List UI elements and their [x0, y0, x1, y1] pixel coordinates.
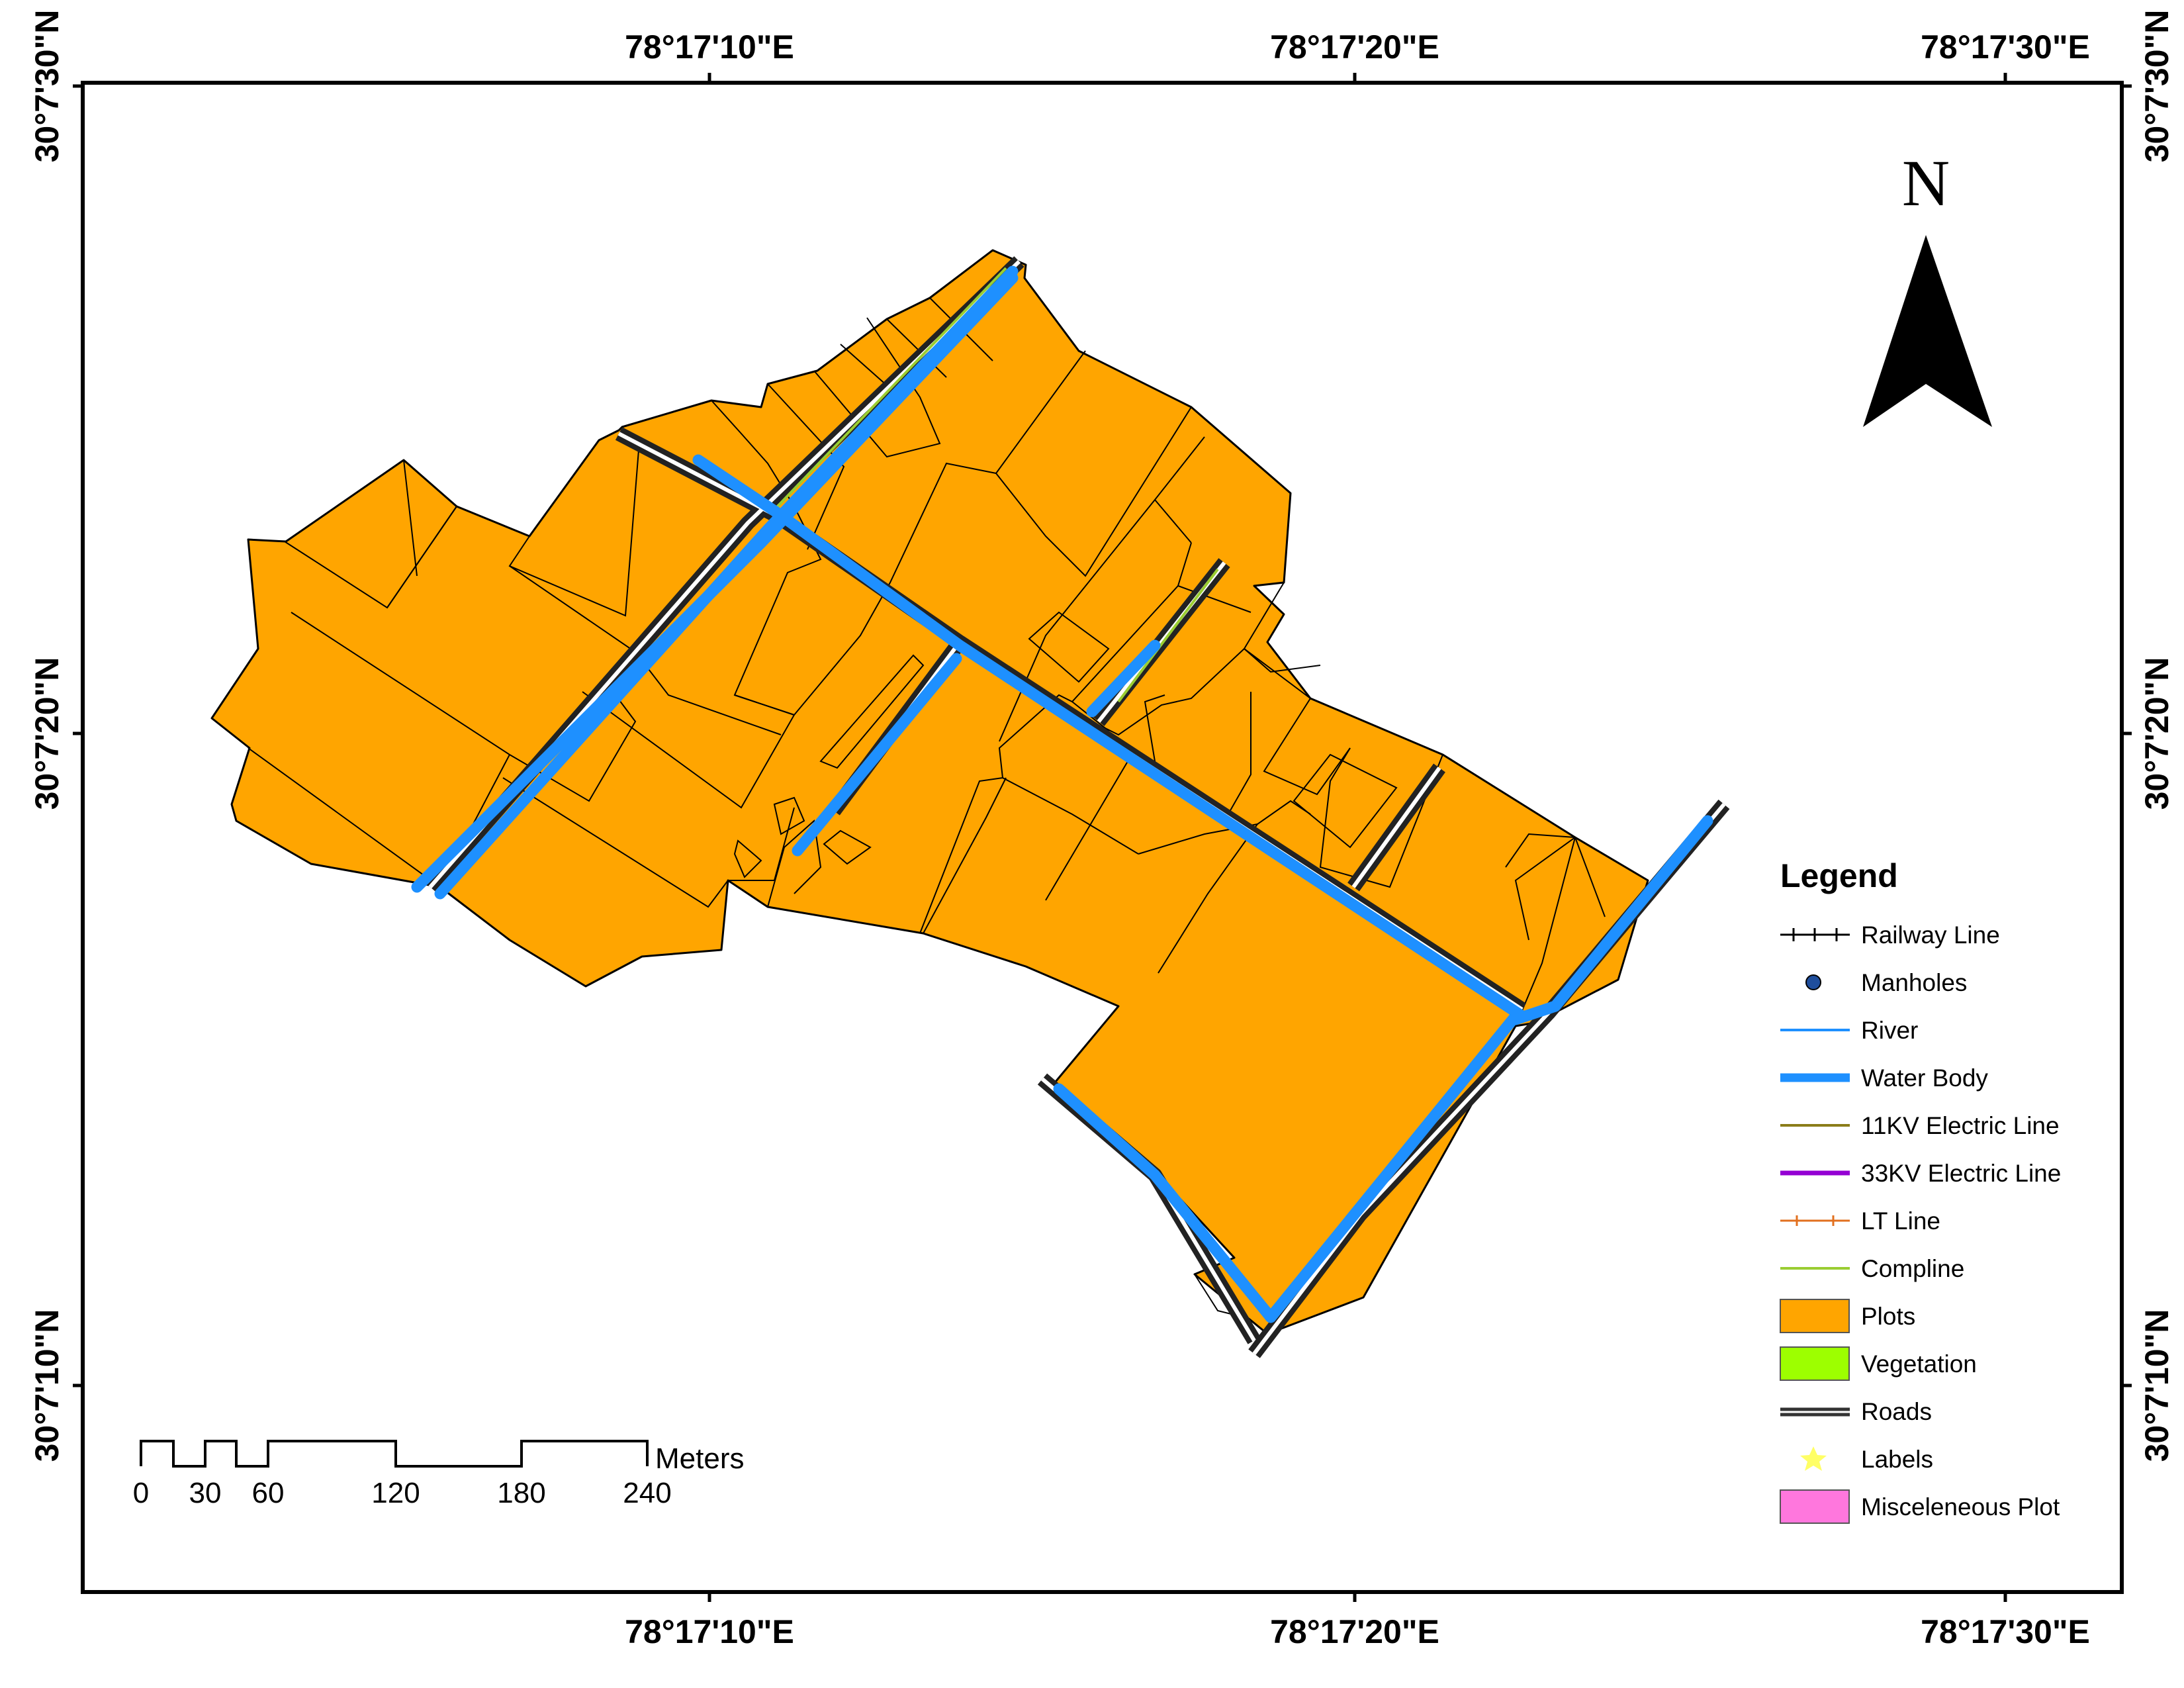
legend-label-11kv: 11KV Electric Line — [1861, 1112, 2060, 1139]
coord-bottom-3: 78°17'30"E — [1921, 1613, 2090, 1650]
scale-tick-30: 30 — [189, 1477, 222, 1509]
coord-right-3: 30°7'10"N — [2138, 1309, 2175, 1462]
legend-item-33kv: 33KV Electric Line — [1780, 1160, 2061, 1187]
vegetation-icon — [1780, 1346, 1850, 1381]
coord-top-1: 78°17'10"E — [625, 28, 794, 66]
scale-unit: Meters — [655, 1442, 744, 1475]
north-arrow: N — [1863, 146, 1992, 427]
scale-tick-180: 180 — [497, 1477, 545, 1509]
legend-label-water-body: Water Body — [1861, 1064, 1988, 1092]
legend-item-lt-line: LT Line — [1780, 1207, 1940, 1235]
railway-line-icon — [1780, 928, 1850, 941]
lt-line-icon — [1780, 1215, 1850, 1226]
star-icon — [1800, 1446, 1827, 1471]
legend-label-33kv: 33KV Electric Line — [1861, 1160, 2061, 1187]
plots-icon — [1780, 1299, 1850, 1333]
legend-item-labels: Labels — [1800, 1446, 1933, 1473]
scale-bar-icon — [140, 1440, 649, 1468]
legend-label-railway: Railway Line — [1861, 921, 2000, 949]
north-arrow-icon — [1863, 235, 1992, 427]
plots-area — [210, 249, 1649, 1335]
legend-item-manholes: Manholes — [1805, 969, 1967, 996]
legend-label-vegetation: Vegetation — [1861, 1350, 1977, 1378]
scale-bar: Meters 0 30 60 120 180 240 — [133, 1440, 744, 1509]
legend-label-plots: Plots — [1861, 1303, 1915, 1330]
misc-plot-icon — [1780, 1489, 1850, 1524]
scale-tick-120: 120 — [371, 1477, 420, 1509]
scale-tick-240: 240 — [623, 1477, 671, 1509]
coord-right-1: 30°7'30"N — [2138, 10, 2175, 163]
legend-label-lt-line: LT Line — [1861, 1207, 1940, 1235]
legend-label-misc-plot: Misceleneous Plot — [1861, 1493, 2060, 1521]
manhole-icon — [1805, 974, 1821, 990]
coord-top-3: 78°17'30"E — [1921, 28, 2090, 66]
legend: Legend Railway Line Manholes River Water… — [1780, 857, 2061, 1524]
coord-left-1: 30°7'30"N — [28, 10, 66, 163]
legend-item-roads: Roads — [1780, 1398, 1932, 1425]
legend-label-labels: Labels — [1861, 1446, 1933, 1473]
legend-item-misc-plot: Misceleneous Plot — [1780, 1489, 2060, 1524]
legend-label-compline: Compline — [1861, 1255, 1964, 1282]
scale-tick-0: 0 — [133, 1477, 149, 1509]
legend-label-manholes: Manholes — [1861, 969, 1967, 996]
legend-label-river: River — [1861, 1017, 1918, 1044]
north-label: N — [1902, 146, 1950, 220]
legend-item-plots: Plots — [1780, 1299, 1915, 1333]
legend-item-railway: Railway Line — [1780, 921, 2000, 949]
coord-left-2: 30°7'20"N — [28, 657, 66, 810]
coord-bottom-2: 78°17'20"E — [1270, 1613, 1439, 1650]
water-body-layer — [411, 265, 1713, 1323]
legend-item-compline: Compline — [1780, 1255, 1964, 1282]
legend-item-river: River — [1780, 1017, 1918, 1044]
plots-layer — [210, 249, 1649, 1335]
coord-left-3: 30°7'10"N — [28, 1309, 66, 1462]
coord-bottom-1: 78°17'10"E — [625, 1613, 794, 1650]
legend-item-11kv: 11KV Electric Line — [1780, 1112, 2060, 1139]
legend-label-roads: Roads — [1861, 1398, 1932, 1425]
scale-tick-60: 60 — [252, 1477, 285, 1509]
coord-right-2: 30°7'20"N — [2138, 657, 2175, 810]
grid-ticks — [73, 73, 2132, 1602]
legend-item-water-body: Water Body — [1780, 1064, 1988, 1092]
legend-item-vegetation: Vegetation — [1780, 1346, 1977, 1381]
legend-title: Legend — [1780, 857, 1898, 894]
coord-top-2: 78°17'20"E — [1270, 28, 1439, 66]
